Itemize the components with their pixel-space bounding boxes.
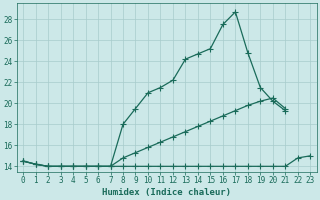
X-axis label: Humidex (Indice chaleur): Humidex (Indice chaleur) xyxy=(102,188,231,197)
